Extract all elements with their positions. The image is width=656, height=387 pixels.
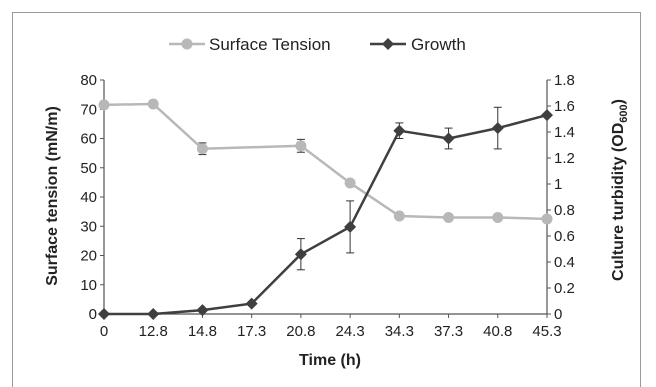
y-left-tick-label: 10 [80,277,97,294]
y-right-tick-label: 1.2 [554,150,575,167]
data-point [98,308,110,320]
y-right-tick-label: 0.4 [554,254,575,271]
y-axis-right-title-close: ) [610,99,627,104]
series-line [103,102,548,221]
data-point [196,143,208,155]
y-right-tick-label: 1.8 [554,72,575,89]
data-point [541,213,553,225]
y-left-tick-label: 60 [80,131,97,148]
data-point [294,248,307,261]
legend-surface-tension-label: Surface Tension [209,35,331,54]
x-tick-label: 40.8 [483,323,512,340]
y-axis-right-title: Culture turbidity (OD600) [610,99,630,281]
x-tick-label: 14.8 [188,323,217,340]
data-point [245,297,258,310]
y-right-tick-label: 0 [554,306,562,323]
data-point [98,99,110,111]
x-tick-label: 17.3 [237,323,266,340]
x-tick-label: 24.3 [336,323,365,340]
data-point [344,177,356,189]
data-point [492,211,504,223]
x-tick-label: 37.3 [434,323,463,340]
data-point [393,210,405,222]
data-point [344,220,357,233]
data-point [393,124,406,137]
legend: Surface Tension Growth [169,35,466,54]
data-point [442,132,455,145]
chart-frame [12,12,641,387]
legend-growth-label: Growth [411,35,466,54]
y-right-tick-label: 0.8 [554,202,575,219]
data-point [443,211,455,223]
series-line [104,113,548,316]
y-right-tick-label: 0.2 [554,280,575,297]
y-left-tick-label: 0 [89,306,97,323]
data-point [295,140,307,152]
x-tick-label: 20.8 [286,323,315,340]
y-axis-left-title: Surface tension (mN/m) [44,106,61,286]
tick-labels: 0 10 20 30 40 50 60 70 80 0 0.2 0.4 0.6 0.8 1 1.2 1.4 1.6… [80,72,575,340]
data-point [147,98,159,110]
legend-surface-tension-marker [181,38,193,50]
x-tick-label: 0 [100,323,108,340]
y-left-tick-label: 40 [80,189,97,206]
data-point [147,308,160,320]
data-point [196,304,209,317]
y-left-tick-label: 80 [80,72,97,89]
y-right-tick-label: 1.6 [554,98,575,115]
data-point [541,109,553,122]
y-axis-right-title-subscript: 600 [618,104,630,122]
x-axis-title: Time (h) [299,352,361,369]
x-tick-label: 34.3 [385,323,414,340]
y-left-tick-label: 20 [80,248,97,265]
y-left-tick-label: 50 [80,160,97,177]
legend-growth-marker [382,38,394,50]
series-layer [98,98,553,320]
x-tick-label: 45.3 [532,323,561,340]
y-axis-right-title-main: Culture turbidity (OD [610,123,627,281]
y-right-tick-label: 1 [554,176,562,193]
y-left-tick-label: 30 [80,218,97,235]
y-right-tick-label: 1.4 [554,124,575,141]
y-right-tick-label: 0.6 [554,228,575,245]
x-tick-label: 12.8 [139,323,168,340]
series-surface-tension [98,98,553,225]
y-left-tick-label: 70 [80,101,97,118]
dual-axis-line-chart: Surface Tension Growth 01020304050607080… [44,35,630,369]
data-point [491,122,504,135]
series-growth [98,106,553,320]
